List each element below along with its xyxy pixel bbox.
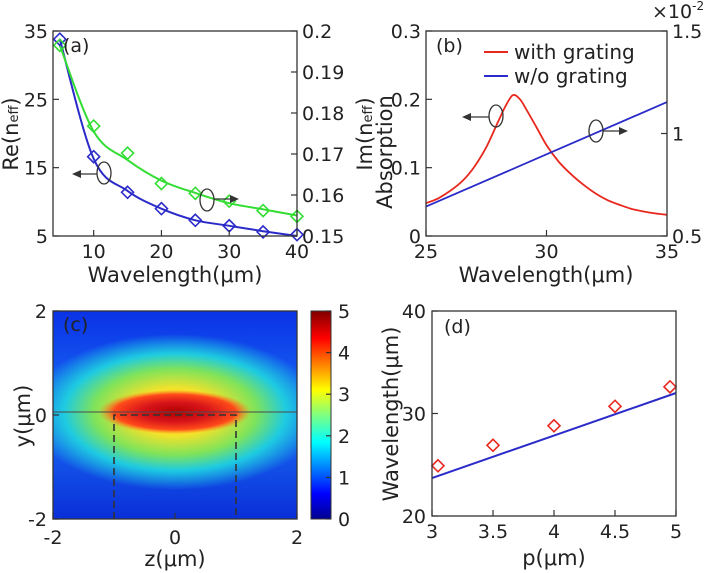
panel-b-yright-tick-label: 0.5: [672, 226, 702, 248]
panel-d: 3 3.5 4 4.5 5 20 30 40 (d) p(μm) Wavelength(μm): [379, 301, 682, 570]
panel-a-yright-tick-label: 0.17: [302, 144, 344, 166]
panel-a-real-marker: [289, 227, 305, 242]
panel-a-real-marker: [154, 201, 169, 216]
panel-a-ylabel-right: Im(neff): [353, 97, 377, 170]
panel-b-yleft-tick-label: 0.2: [391, 89, 421, 111]
panel-d-y-tick-label: 30: [402, 404, 426, 426]
colorbar-tick-label: 0: [338, 509, 350, 531]
panel-d-y-tick-label: 20: [402, 506, 426, 528]
colorbar-tick-label: 1: [338, 467, 350, 489]
panel-a-ylabel-left: Re(neff): [0, 97, 23, 170]
panel-d-sim-marker: [485, 438, 501, 453]
panel-b-yleft-tick-label: 0.1: [391, 158, 421, 180]
panel-c-x-tick-label: -2: [44, 527, 63, 549]
panel-a-imag-marker: [86, 118, 101, 134]
panel-c-x-tick-label: 2: [291, 527, 303, 549]
right-axis-indicator: [199, 188, 239, 212]
legend-label-with-grating: with grating: [514, 40, 635, 64]
panel-c: -2 0 2 -2 0 2 (c) z(μm) y(μm) 0 1 2 3 4 5: [11, 301, 350, 571]
panel-b-x-tick-label: 35: [655, 241, 679, 263]
panel-b-yleft-tick-label: 0.3: [391, 21, 421, 43]
panel-c-label: (c): [63, 314, 88, 336]
panel-c-y-tick-label: -2: [28, 509, 47, 531]
panel-b-label: (b): [436, 35, 463, 57]
panel-a-x-tick-label: 20: [149, 241, 173, 263]
panel-a-yright-tick-label: 0.18: [302, 103, 344, 125]
colorbar-tick-label: 5: [338, 301, 350, 323]
panel-a-yleft-tick-label: 15: [24, 158, 48, 180]
panel-a-series-real-line: [58, 38, 298, 237]
panel-d-sim-marker: [607, 399, 623, 414]
panel-a-x-tick-label: 40: [285, 241, 309, 263]
panel-c-y-tick-label: 2: [35, 301, 47, 323]
panel-b-yright-tick-label: 1: [672, 124, 684, 146]
wo-grating-line: [425, 101, 668, 208]
panel-a-real-marker: [86, 149, 101, 164]
colorbar-tick-label: 3: [338, 384, 350, 406]
panel-a-imag-marker: [52, 38, 67, 53]
colorbar-tick-label: 4: [338, 343, 350, 365]
panel-c-ylabel: y(μm): [11, 385, 35, 448]
panel-a-x-tick-label: 10: [82, 241, 106, 263]
panel-a-real-marker: [255, 224, 271, 240]
panel-a-yleft-tick-label: 25: [24, 89, 48, 111]
panel-a: 10 20 30 40 5 15 25 35 0.15 0.16 0.17 0.18 0.19 0.2 (…: [0, 21, 377, 287]
panel-a-yright-tick-label: 0.19: [302, 62, 344, 84]
panel-a-yleft-tick-label: 5: [36, 226, 48, 248]
panel-d-sim-marker: [546, 418, 562, 433]
waveguide-outline: [113, 414, 237, 519]
panel-a-imag-marker: [255, 203, 271, 218]
panel-a-real-marker: [52, 32, 67, 47]
panel-d-y-tick-label: 40: [402, 301, 426, 323]
panel-d-theory-line: [431, 392, 677, 480]
panel-a-real-marker: [120, 185, 135, 200]
panel-b-yright-tick-label: 1.5: [672, 21, 702, 43]
left-axis-indicator: [72, 161, 112, 185]
panel-a-yleft-tick-label: 35: [24, 21, 48, 43]
panel-c-x-tick-label: 0: [169, 527, 181, 549]
panel-a-imag-marker: [188, 186, 203, 201]
panel-a-yright-tick-label: 0.2: [302, 21, 332, 43]
panel-b-xlabel: Wavelength(μm): [459, 263, 634, 287]
colorbar-tick-label: 2: [338, 426, 350, 448]
panel-b-x-tick-label: 30: [534, 241, 558, 263]
panel-b-yleft-tick-label: 0: [409, 226, 421, 248]
panel-a-frame: [52, 30, 298, 237]
with-grating-line: [425, 94, 668, 216]
panel-b-ylabel: Absorption: [373, 95, 397, 209]
panel-d-ylabel: Wavelength(μm): [379, 327, 403, 502]
panel-b: 25 30 35 0 0.1 0.2 0.3 0.5 1 1.5 (b) Wavelength(μ…: [373, 0, 704, 287]
panel-d-x-tick-label: 5: [670, 521, 682, 543]
panel-a-imag-marker: [154, 176, 169, 191]
panel-a-label: (a): [63, 35, 89, 57]
panel-a-real-marker: [188, 213, 203, 228]
panel-b-exponent: ×10-2: [652, 0, 704, 23]
left-axis-indicator: [462, 104, 504, 128]
panel-b-x-tick-label: 25: [414, 241, 438, 263]
legend-label-wo-grating: w/o grating: [514, 64, 628, 88]
panel-d-label: (d): [444, 316, 471, 338]
panel-d-x-tick-label: 3.5: [478, 521, 508, 543]
panel-a-x-tick-label: 30: [217, 241, 241, 263]
right-axis-indicator: [588, 119, 628, 143]
panel-a-imag-marker: [120, 146, 135, 161]
panel-a-yright-tick-label: 0.16: [302, 185, 344, 207]
panel-d-sim-marker: [662, 379, 678, 394]
panel-d-x-tick-label: 3: [426, 521, 438, 543]
panel-d-x-tick-label: 4.5: [600, 521, 630, 543]
panel-c-xlabel: z(μm): [144, 547, 205, 571]
panel-d-sim-marker: [430, 458, 446, 473]
panel-d-frame: [431, 310, 677, 517]
panel-a-xlabel: Wavelength(μm): [88, 263, 263, 287]
panel-d-xlabel: p(μm): [522, 546, 586, 570]
panel-d-x-tick-label: 4: [548, 521, 560, 543]
panel-c-y-tick-label: 0: [35, 405, 47, 427]
colorbar: [310, 310, 332, 520]
panel-a-yright-tick-label: 0.15: [302, 226, 344, 248]
panel-b-legend: with grating w/o grating: [484, 40, 635, 88]
